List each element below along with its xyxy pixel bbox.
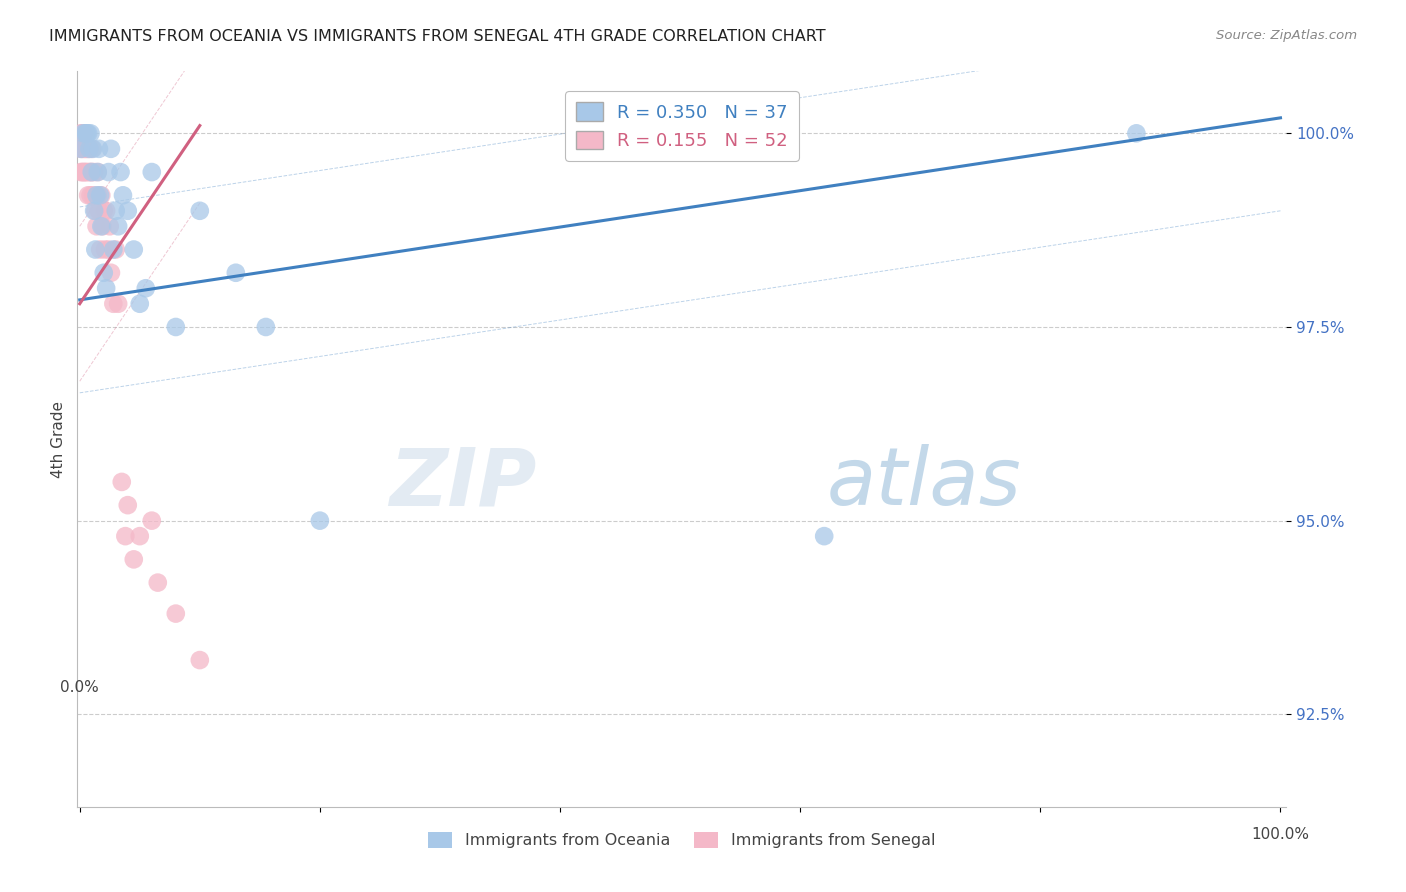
- Point: [80, 142, 103, 156]
- Point: [82, 188, 104, 202]
- Point: [75, 165, 97, 179]
- Point: [100, 266, 122, 280]
- Point: [80, 165, 103, 179]
- Point: [107, 219, 129, 234]
- Point: [141, 165, 163, 179]
- Point: [77, 126, 100, 140]
- Point: [225, 266, 247, 280]
- Point: [98, 219, 121, 234]
- Point: [87, 188, 110, 202]
- Point: [80, 165, 103, 179]
- Point: [79, 188, 101, 202]
- Point: [107, 297, 129, 311]
- Point: [83, 165, 105, 179]
- Point: [128, 297, 150, 311]
- Point: [83, 203, 105, 218]
- Point: [87, 142, 110, 156]
- Y-axis label: 4th Grade: 4th Grade: [51, 401, 66, 478]
- Point: [103, 243, 125, 257]
- Point: [103, 297, 125, 311]
- Point: [128, 529, 150, 543]
- Point: [100, 142, 122, 156]
- Point: [97, 165, 120, 179]
- Text: 0.0%: 0.0%: [60, 681, 98, 696]
- Point: [165, 320, 187, 334]
- Point: [84, 203, 107, 218]
- Point: [104, 243, 127, 257]
- Point: [75, 126, 97, 140]
- Point: [77, 188, 100, 202]
- Point: [141, 514, 163, 528]
- Point: [93, 266, 115, 280]
- Point: [111, 475, 134, 489]
- Point: [117, 203, 139, 218]
- Point: [70, 165, 93, 179]
- Point: [122, 243, 145, 257]
- Point: [89, 188, 111, 202]
- Point: [72, 126, 94, 140]
- Point: [122, 552, 145, 566]
- Point: [86, 188, 108, 202]
- Point: [70, 126, 93, 140]
- Point: [84, 243, 107, 257]
- Point: [813, 529, 835, 543]
- Point: [76, 165, 98, 179]
- Point: [117, 498, 139, 512]
- Point: [254, 320, 277, 334]
- Text: IMMIGRANTS FROM OCEANIA VS IMMIGRANTS FROM SENEGAL 4TH GRADE CORRELATION CHART: IMMIGRANTS FROM OCEANIA VS IMMIGRANTS FR…: [49, 29, 825, 44]
- Point: [87, 165, 110, 179]
- Point: [73, 165, 96, 179]
- Point: [82, 142, 104, 156]
- Point: [79, 142, 101, 156]
- Point: [70, 142, 93, 156]
- Point: [70, 142, 93, 156]
- Point: [90, 188, 112, 202]
- Point: [70, 126, 93, 140]
- Text: Source: ZipAtlas.com: Source: ZipAtlas.com: [1216, 29, 1357, 42]
- Point: [97, 243, 120, 257]
- Text: atlas: atlas: [827, 444, 1022, 523]
- Point: [94, 281, 117, 295]
- Point: [110, 165, 132, 179]
- Legend: Immigrants from Oceania, Immigrants from Senegal: Immigrants from Oceania, Immigrants from…: [422, 825, 942, 855]
- Point: [70, 142, 93, 156]
- Point: [91, 219, 114, 234]
- Point: [77, 142, 100, 156]
- Point: [114, 529, 136, 543]
- Point: [165, 607, 187, 621]
- Point: [79, 165, 101, 179]
- Text: 100.0%: 100.0%: [1251, 827, 1309, 842]
- Point: [104, 203, 127, 218]
- Point: [188, 203, 211, 218]
- Point: [76, 126, 98, 140]
- Point: [87, 203, 110, 218]
- Point: [86, 219, 108, 234]
- Point: [72, 142, 94, 156]
- Point: [75, 126, 97, 140]
- Point: [79, 126, 101, 140]
- Point: [87, 165, 110, 179]
- Point: [70, 165, 93, 179]
- Point: [73, 142, 96, 156]
- Point: [111, 188, 134, 202]
- Point: [72, 126, 94, 140]
- Point: [135, 281, 157, 295]
- Point: [79, 165, 101, 179]
- Point: [79, 142, 101, 156]
- Point: [309, 514, 332, 528]
- Point: [188, 653, 211, 667]
- Point: [146, 575, 169, 590]
- Point: [89, 243, 111, 257]
- Point: [72, 165, 94, 179]
- Point: [94, 203, 117, 218]
- Point: [75, 142, 97, 156]
- Point: [94, 243, 117, 257]
- Point: [93, 203, 115, 218]
- Point: [90, 219, 112, 234]
- Text: ZIP: ZIP: [389, 444, 537, 523]
- Point: [1125, 126, 1147, 140]
- Point: [76, 142, 98, 156]
